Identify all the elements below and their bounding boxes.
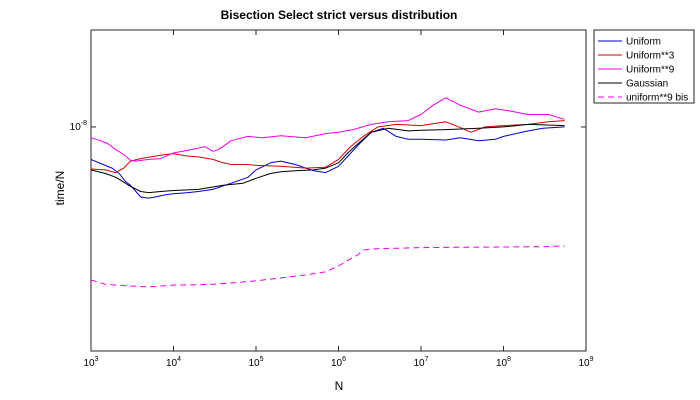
x-axis: 103 104 105 106 107 108 109 — [83, 30, 594, 369]
legend-label-3: Gaussian — [626, 79, 668, 90]
series-line-4 — [90, 245, 565, 288]
x-tick-label: 103 — [83, 356, 98, 369]
y-tick-label: 10-8 — [70, 120, 87, 133]
legend-label-2: Uniform**9 — [626, 65, 675, 76]
x-tick-label: 104 — [166, 356, 181, 369]
series-line-1 — [90, 120, 565, 174]
x-tick-label: 109 — [578, 356, 593, 369]
series-line-3 — [90, 123, 565, 194]
y-axis-label: time/N — [53, 171, 67, 206]
x-axis-label: N — [335, 379, 344, 393]
legend-label-0: Uniform — [626, 37, 661, 48]
x-tick-label: 108 — [496, 356, 511, 369]
series-line-2 — [90, 97, 565, 162]
x-tick-label: 107 — [413, 356, 428, 369]
legend-box — [593, 29, 695, 104]
series-line-0 — [90, 126, 565, 199]
legend-label-1: Uniform**3 — [626, 51, 675, 62]
chart-title: Bisection Select strict versus distribut… — [221, 8, 458, 22]
plot-area — [90, 29, 587, 352]
x-tick-label: 105 — [248, 356, 263, 369]
series-layer — [90, 97, 565, 288]
x-tick-label: 106 — [331, 356, 346, 369]
legend-label-4: uniform**9 bis — [626, 93, 688, 104]
y-axis: 10-8 — [70, 120, 586, 133]
legend: Uniform Uniform**3 Uniform**9 Gaussian unifo… — [593, 29, 695, 104]
